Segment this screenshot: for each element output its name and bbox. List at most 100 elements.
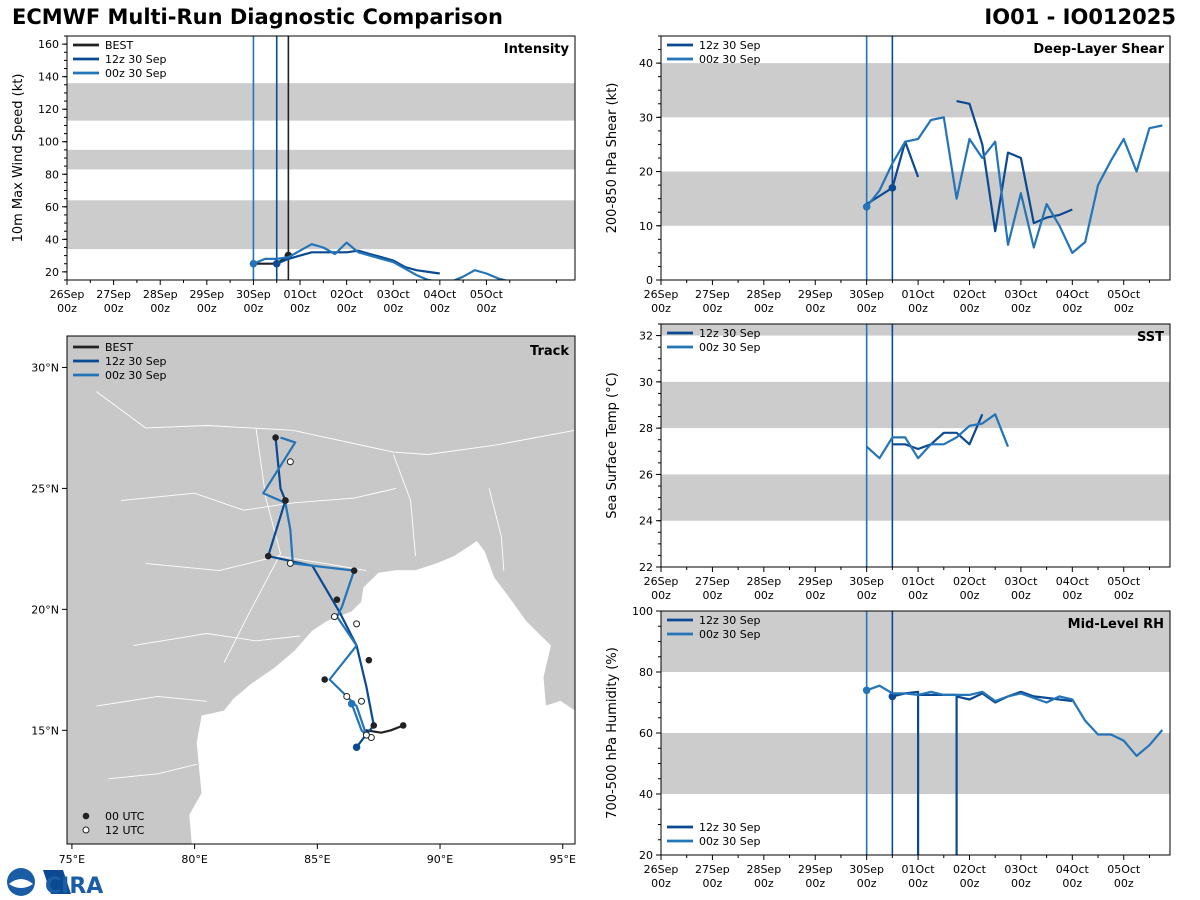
x-tick-date: 02Oct xyxy=(953,863,987,876)
x-tick-date: 05Oct xyxy=(1107,863,1141,876)
x-tick-hour: 00z xyxy=(383,302,403,315)
x-tick-date: 30Sep xyxy=(849,575,884,588)
x-tick-hour: 00z xyxy=(1114,877,1134,890)
lon-tick-label: 85°E xyxy=(304,853,330,866)
x-tick-date: 02Oct xyxy=(953,288,987,301)
plot-area xyxy=(661,324,1170,567)
legend-label: 00z 30 Sep xyxy=(699,628,761,641)
track-12utc-marker xyxy=(330,613,338,621)
lon-tick-label: 90°E xyxy=(427,853,453,866)
panel-title: Intensity xyxy=(504,42,570,57)
shaded-band xyxy=(661,171,1170,226)
plot-area xyxy=(661,36,1170,280)
legend-label: BEST xyxy=(105,341,133,354)
x-tick-hour: 00z xyxy=(703,877,723,890)
x-tick-date: 01Oct xyxy=(902,863,936,876)
y-tick-label: 0 xyxy=(646,274,653,287)
y-tick-label: 20 xyxy=(45,266,59,279)
x-tick-hour: 00z xyxy=(908,302,928,315)
panel-title: Track xyxy=(530,344,569,359)
x-tick-hour: 00z xyxy=(1011,589,1031,602)
lat-tick-label: 15°N xyxy=(31,724,59,737)
x-tick-date: 27Sep xyxy=(96,288,131,301)
x-tick-hour: 00z xyxy=(1011,877,1031,890)
track-00utc-marker xyxy=(365,656,373,664)
x-tick-hour: 00z xyxy=(1062,302,1082,315)
x-tick-date: 27Sep xyxy=(695,575,730,588)
track-00utc-marker xyxy=(264,552,272,560)
x-tick-hour: 00z xyxy=(703,589,723,602)
y-tick-label: 30 xyxy=(639,111,653,124)
x-tick-date: 03Oct xyxy=(1004,575,1038,588)
y-tick-label: 32 xyxy=(639,330,653,343)
x-tick-date: 27Sep xyxy=(695,288,730,301)
y-tick-label: 100 xyxy=(38,136,59,149)
x-tick-hour: 00z xyxy=(651,589,671,602)
legend-00utc-marker xyxy=(82,812,90,820)
series-marker xyxy=(862,203,871,211)
x-tick-date: 05Oct xyxy=(1107,288,1141,301)
land-mass xyxy=(67,336,575,844)
x-tick-date: 30Sep xyxy=(236,288,271,301)
lat-tick-label: 20°N xyxy=(31,603,59,616)
x-tick-date: 26Sep xyxy=(644,575,679,588)
series-line xyxy=(276,249,440,275)
y-tick-label: 80 xyxy=(45,168,59,181)
x-tick-hour: 00z xyxy=(150,302,170,315)
state-boundary xyxy=(145,555,367,572)
y-tick-label: 40 xyxy=(639,57,653,70)
legend-label: 12z 30 Sep xyxy=(699,39,761,52)
y-tick-label: 26 xyxy=(639,468,653,481)
x-tick-hour: 00z xyxy=(857,302,877,315)
x-tick-date: 29Sep xyxy=(798,863,833,876)
map-frame xyxy=(66,335,576,845)
x-tick-date: 29Sep xyxy=(798,288,833,301)
x-tick-hour: 00z xyxy=(754,302,774,315)
track-12utc-marker xyxy=(286,559,294,567)
x-tick-date: 04Oct xyxy=(1056,863,1090,876)
panel-track: 75°E 80°E 85°E 90°E 95°E 15°N 20°N 25°N 30°N Trac… xyxy=(31,335,576,866)
x-tick-hour: 00z xyxy=(57,302,77,315)
series-line xyxy=(892,413,984,451)
track-00utc-marker xyxy=(333,596,341,603)
panel-sst: 22242628303226Sep00z27Sep00z28Sep00z29Se… xyxy=(605,323,1171,602)
track-00utc-marker xyxy=(321,676,328,683)
legend-12utc-marker xyxy=(82,826,90,834)
x-tick-hour: 00z xyxy=(805,877,825,890)
noaa-bird-icon xyxy=(9,879,33,888)
y-tick-label: 20 xyxy=(639,849,653,862)
legend-label: 00z 30 Sep xyxy=(699,53,761,66)
x-tick-hour: 00z xyxy=(1062,589,1082,602)
x-tick-hour: 00z xyxy=(960,302,980,315)
x-tick-hour: 00z xyxy=(197,302,217,315)
x-tick-date: 29Sep xyxy=(798,575,833,588)
shaded-band xyxy=(661,381,1170,429)
x-tick-date: 28Sep xyxy=(746,863,781,876)
noaa-cira-logo: CIRA xyxy=(7,868,103,898)
track-line xyxy=(262,436,368,737)
legend-label: 00z 30 Sep xyxy=(105,369,167,382)
track-00utc-marker xyxy=(350,567,358,574)
track-00utc-marker xyxy=(399,722,407,729)
cira-wordmark: CIRA xyxy=(45,874,103,898)
series-marker xyxy=(272,259,281,268)
panel-intensity: 2040608010012014016026Sep00z27Sep00z28Se… xyxy=(11,35,576,315)
x-tick-date: 03Oct xyxy=(377,288,411,301)
x-tick-hour: 00z xyxy=(477,302,497,315)
x-tick-hour: 00z xyxy=(857,877,877,890)
y-axis-label: 10m Max Wind Speed (kt) xyxy=(11,74,26,243)
y-tick-label: 20 xyxy=(639,166,653,179)
panel-rh: 2040608010026Sep00z27Sep00z28Sep00z29Sep… xyxy=(605,605,1171,890)
legend-label: BEST xyxy=(105,39,133,52)
x-tick-hour: 00z xyxy=(651,877,671,890)
y-tick-label: 22 xyxy=(639,561,653,574)
x-tick-hour: 00z xyxy=(703,302,723,315)
y-axis-label: 200-850 hPa Shear (kt) xyxy=(605,83,620,234)
x-tick-hour: 00z xyxy=(908,589,928,602)
series-marker xyxy=(249,259,258,268)
legend-label: 12z 30 Sep xyxy=(105,355,167,368)
x-tick-hour: 00z xyxy=(1062,877,1082,890)
x-tick-hour: 00z xyxy=(857,589,877,602)
lon-tick-label: 75°E xyxy=(59,853,85,866)
legend-label: 00z 30 Sep xyxy=(699,835,761,848)
